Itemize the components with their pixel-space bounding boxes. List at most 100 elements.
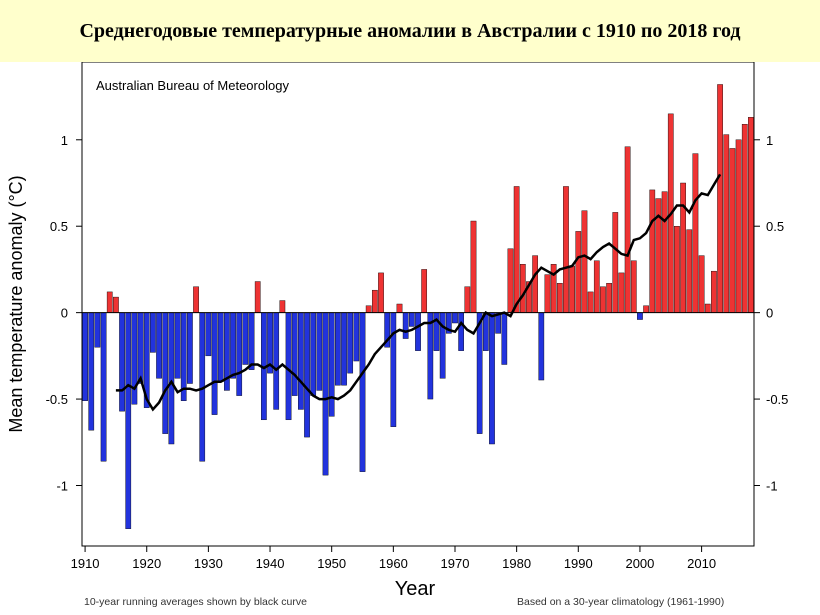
y-tick-label-right-0.5: 0.5 [766, 219, 784, 234]
bar-1999 [630, 260, 637, 313]
bar-1990 [575, 231, 582, 313]
y-axis: 1 1 0.5 0.5 0 0 -0.5 -0.5 -1 -1 [46, 133, 789, 494]
bar-1930 [205, 312, 212, 357]
bar-1984 [538, 312, 545, 381]
bar-1936 [242, 312, 249, 365]
title-band: Среднегодовые температурные аномалии в А… [0, 0, 820, 62]
bar-1931 [211, 312, 218, 415]
bar-1953 [347, 312, 354, 374]
bar-1995 [606, 283, 612, 313]
bar-1923 [162, 312, 169, 434]
bar-1985 [544, 274, 551, 313]
bar-1948 [316, 312, 323, 391]
y-tick-label-left--1: -1 [56, 479, 68, 494]
bar-1916 [119, 312, 125, 412]
bars-group [82, 84, 754, 529]
bar-1938 [254, 281, 261, 313]
bar-2002 [649, 189, 656, 313]
bar-1975 [482, 312, 489, 351]
bar-1951 [335, 312, 341, 386]
bar-1917 [125, 312, 132, 529]
bar-1979 [507, 248, 514, 313]
bar-1960 [390, 312, 397, 427]
bar-1971 [458, 312, 465, 351]
bar-2011 [704, 303, 711, 313]
bar-1954 [353, 312, 360, 362]
x-tick-label-1930: 1930 [194, 556, 223, 571]
bar-1952 [341, 312, 347, 386]
source-label: Australian Bureau of Meteorology [96, 78, 289, 93]
bar-1973 [470, 220, 477, 313]
bar-2004 [661, 191, 668, 313]
bar-1965 [421, 269, 428, 313]
footnote-running-average: 10-year running averages shown by black … [84, 596, 307, 608]
bar-1925 [174, 312, 181, 379]
x-tick-label-1940: 1940 [256, 556, 285, 571]
bar-2001 [643, 305, 649, 313]
bar-1942 [279, 300, 286, 313]
bar-1914 [106, 291, 113, 313]
bar-1991 [581, 210, 588, 313]
bar-1981 [519, 264, 526, 313]
bar-1919 [137, 312, 144, 384]
bar-1918 [131, 312, 138, 405]
bar-1958 [378, 272, 384, 313]
bar-1983 [532, 255, 538, 313]
y-tick-label-right-1: 1 [766, 133, 773, 148]
running-average-line [115, 173, 722, 412]
bar-1941 [273, 312, 280, 410]
bar-1978 [501, 312, 508, 365]
bar-1963 [408, 312, 415, 327]
bar-1987 [556, 283, 563, 313]
bar-1980 [513, 186, 520, 313]
bar-2000 [637, 312, 643, 320]
bar-1950 [328, 312, 335, 417]
bar-1943 [285, 312, 292, 421]
bar-1924 [168, 312, 175, 445]
bar-1945 [298, 312, 304, 410]
page-title: Среднегодовые температурные аномалии в А… [79, 20, 741, 42]
x-tick-label-1910: 1910 [71, 556, 100, 571]
bar-1921 [150, 312, 156, 353]
y-axis-label: Mean temperature anomaly (°C) [6, 175, 26, 432]
bar-1946 [304, 312, 310, 438]
bar-1962 [402, 312, 409, 339]
bar-1912 [94, 312, 101, 348]
x-axis-label: Year [395, 578, 436, 600]
bar-1911 [88, 312, 95, 431]
x-tick-label-1980: 1980 [502, 556, 531, 571]
bar-1961 [396, 303, 403, 313]
bar-2013 [717, 84, 723, 313]
y-tick-label-left-0: 0 [61, 306, 68, 321]
bar-1910 [82, 312, 88, 402]
bar-1997 [618, 272, 625, 313]
bar-1935 [236, 312, 243, 396]
bar-1966 [427, 312, 434, 400]
bar-2015 [729, 148, 736, 313]
bar-1937 [248, 312, 255, 370]
y-tick-label-left--0.5: -0.5 [46, 392, 68, 407]
chart: Australian Bureau of Meteorology 1910 192… [6, 62, 789, 600]
bar-1998 [624, 146, 631, 313]
bar-1932 [217, 312, 224, 382]
bar-2010 [698, 255, 705, 313]
y-tick-label-right-0: 0 [766, 306, 773, 321]
y-tick-label-left-0.5: 0.5 [50, 219, 68, 234]
bar-1974 [476, 312, 483, 434]
bar-1915 [113, 296, 119, 313]
bar-1928 [193, 286, 199, 313]
y-tick-label-left-1: 1 [61, 133, 68, 148]
bar-2017 [741, 124, 748, 313]
bar-1988 [563, 186, 569, 313]
bar-1956 [365, 305, 372, 313]
x-tick-label-2010: 2010 [687, 556, 716, 571]
y-tick-label-right--1: -1 [766, 479, 778, 494]
bar-1934 [230, 312, 236, 379]
bar-2016 [735, 139, 742, 313]
x-tick-label-1950: 1950 [317, 556, 346, 571]
bar-1992 [587, 291, 594, 313]
bar-1957 [371, 289, 378, 313]
bar-1955 [359, 312, 366, 472]
bar-2006 [674, 226, 680, 313]
bar-2014 [723, 134, 730, 313]
